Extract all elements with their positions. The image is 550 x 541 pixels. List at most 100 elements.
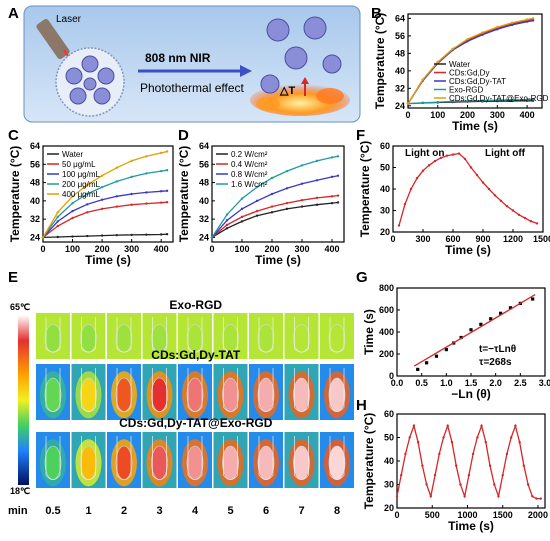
- series-line-D-0: [211, 201, 339, 238]
- legend-label: 400 μg/mL: [62, 190, 101, 199]
- time-label: 0.5: [45, 505, 60, 517]
- tube-outline: [45, 317, 61, 353]
- data-point: [466, 40, 469, 43]
- tube-hotspot: [186, 445, 204, 480]
- min-label: min: [8, 505, 28, 517]
- data-point: [404, 452, 407, 456]
- data-point: [531, 98, 535, 101]
- time-label: 6: [263, 505, 269, 517]
- data-point: [159, 233, 163, 236]
- data-point: [467, 473, 471, 477]
- data-point: [501, 473, 504, 477]
- x-axis-label: −Ln (θ): [451, 387, 490, 401]
- data-point: [255, 209, 259, 213]
- panel-label-h: H: [356, 397, 367, 414]
- data-point: [71, 235, 74, 238]
- data-point: [433, 473, 437, 477]
- tube-hotspot: [80, 324, 97, 353]
- data-point: [130, 192, 133, 196]
- data-point: [451, 100, 454, 103]
- data-point: [165, 150, 169, 153]
- data-point: [225, 223, 229, 227]
- series-line-C-0: [42, 233, 168, 239]
- x-tick-label: 0: [40, 244, 45, 254]
- data-point: [442, 436, 445, 439]
- tube-hotspot: [80, 445, 97, 480]
- annotation-light-on: Light on: [405, 148, 444, 159]
- x-tick-label: 300: [490, 110, 505, 120]
- laser-label: Laser: [56, 14, 82, 25]
- data-point: [415, 177, 419, 180]
- series-line-D-3: [211, 155, 339, 238]
- data-point: [56, 215, 59, 219]
- data-point: [505, 205, 509, 208]
- tube-hotspot: [80, 377, 97, 412]
- data-point: [130, 203, 133, 206]
- tube-hotspot: [328, 377, 346, 412]
- x-tick-label: 1500: [493, 510, 513, 520]
- y-tick-label: 24: [395, 101, 405, 111]
- data-point: [255, 185, 259, 189]
- data-point: [115, 180, 119, 183]
- data-point: [336, 194, 340, 197]
- chart-c: 0 100 200 300 400 24 32 40 48 56 64 Time (s) Tempera…: [8, 141, 174, 267]
- plot-frame-B: [407, 13, 543, 109]
- data-point: [115, 166, 119, 169]
- data-point: [421, 78, 425, 81]
- data-point: [496, 28, 499, 31]
- y-tick-label: 64: [395, 13, 405, 23]
- data-point: [484, 441, 487, 444]
- y-axis-label: Temperature (°C): [358, 141, 372, 238]
- x-tick-label: 3.0: [539, 378, 550, 388]
- tube-hotspot: [151, 445, 168, 480]
- data-point: [408, 436, 411, 439]
- time-label: 4: [192, 505, 199, 517]
- data-point: [86, 192, 89, 196]
- y-tick-label: 600: [379, 305, 394, 315]
- data-point: [518, 441, 521, 444]
- data-point: [525, 98, 529, 101]
- x-tick-label: 400: [324, 244, 339, 254]
- x-tick-label: 400: [154, 244, 169, 254]
- time-label: 5: [227, 505, 233, 517]
- legend-label: CDs:Gd,Dy-TAT@Exo-RGD: [449, 94, 549, 103]
- time-label: 8: [334, 505, 340, 517]
- tube-outline: [187, 317, 203, 353]
- tube-outline: [258, 436, 274, 480]
- tube-outline: [294, 317, 309, 353]
- data-point: [525, 18, 529, 21]
- y-axis-label: Time (s): [362, 309, 376, 355]
- data-point: [336, 155, 340, 158]
- thermal-row-title: CDs:Gd,Dy-TAT@Exo-RGD: [119, 416, 273, 430]
- data-point: [514, 424, 517, 427]
- series-line-F-0: [398, 152, 538, 226]
- data-point: [496, 25, 499, 29]
- x-tick-label: 2.5: [514, 378, 527, 388]
- y-tick-label: 56: [199, 159, 209, 169]
- data-point: [481, 31, 484, 34]
- data-point: [336, 174, 340, 177]
- annotation-light-off: Light off: [485, 148, 526, 159]
- arrow-up-icon: [301, 77, 309, 96]
- data-point: [466, 99, 469, 103]
- scatter-point: [459, 335, 463, 340]
- data-point: [100, 185, 104, 189]
- data-point: [539, 497, 542, 500]
- legend-label: Water: [449, 60, 470, 69]
- time-label: 2: [121, 505, 127, 517]
- y-tick-label: 30: [384, 480, 394, 490]
- legend-label: 0.4 W/cm²: [231, 160, 268, 169]
- data-point: [255, 214, 259, 217]
- tube-hotspot: [44, 324, 62, 353]
- data-point: [526, 483, 530, 486]
- chart-b: 0 100 200 300 400 24 32 40 48 56 64 Time (s) Tempera…: [373, 13, 549, 133]
- data-point: [225, 227, 229, 230]
- colorbar-max-label: 65℃: [10, 302, 30, 312]
- effect-label: Photothermal effect: [140, 81, 245, 95]
- schematic-panel: Laser 808 nm NIR Photothermal effect △T: [23, 5, 361, 123]
- data-point: [395, 495, 399, 498]
- data-point: [531, 19, 535, 22]
- data-point: [505, 452, 509, 456]
- legend-label: Exo-RGD: [449, 86, 483, 95]
